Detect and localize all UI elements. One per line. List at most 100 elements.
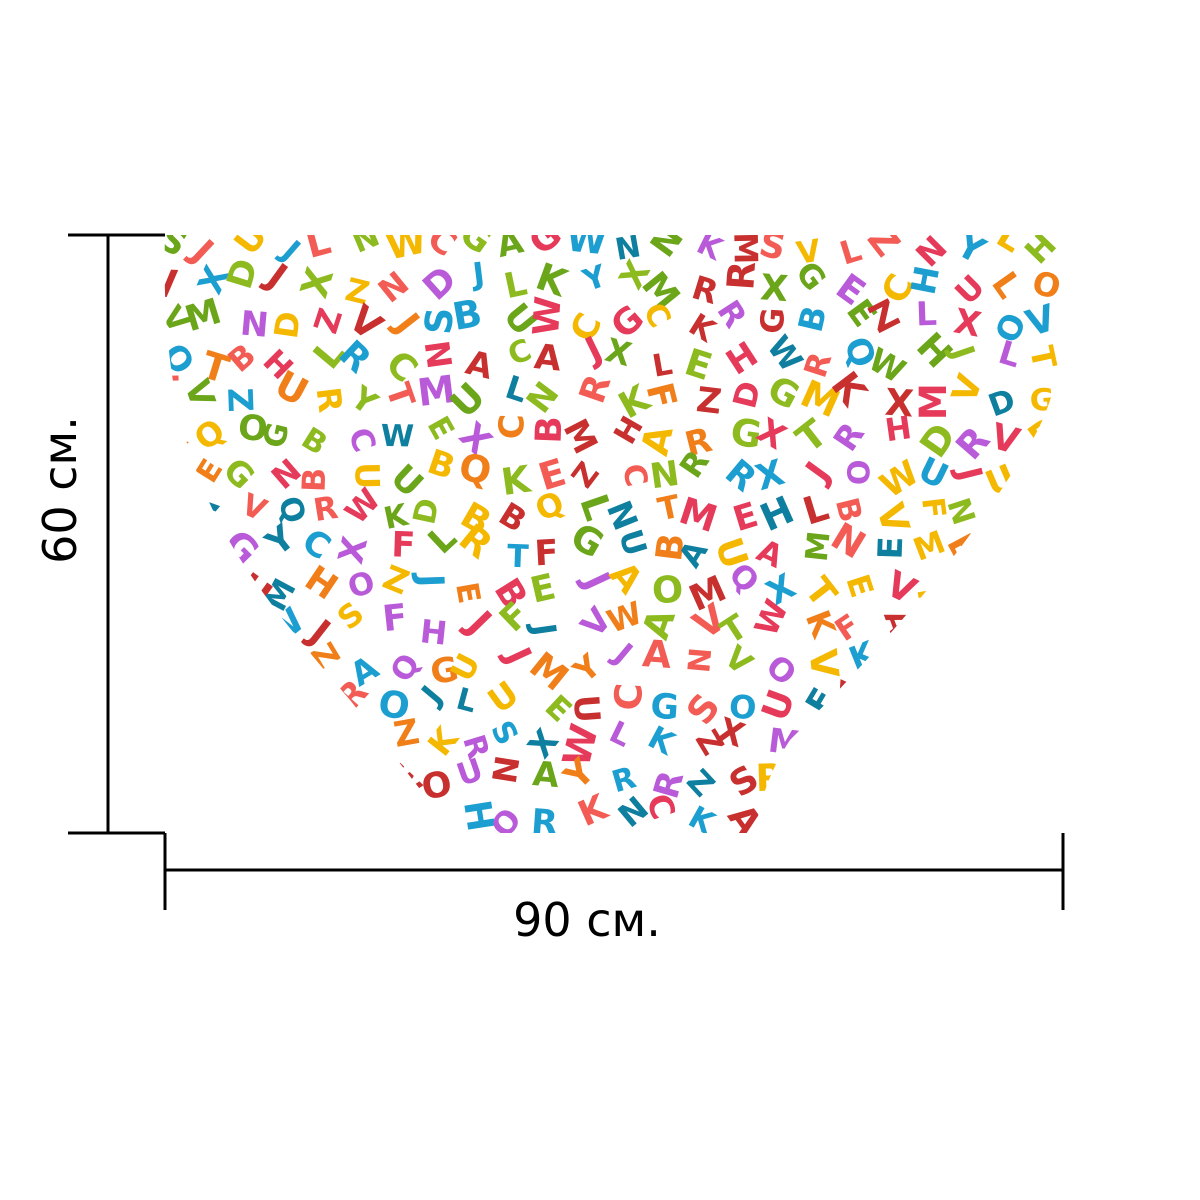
pattern-letter: V [794,234,823,272]
pattern-letter: Z [945,769,988,801]
pattern-letter: V [273,750,303,790]
pattern-letter: G [754,307,792,335]
pattern-letter: J [410,571,452,588]
pattern-letter: R [311,490,341,529]
pattern-letter: S [799,787,840,830]
pattern-letter: B [948,600,991,633]
pattern-letter: M [231,639,274,684]
pattern-letter: H [418,612,449,653]
pattern-letter: H [945,577,985,607]
pattern-letter: W [526,295,570,337]
pattern-letter: J [469,256,487,293]
pattern-letter: M [148,708,193,754]
pattern-letter: W [155,565,197,606]
pattern-letter: G [226,600,267,648]
pattern-letter: B [294,768,335,798]
pattern-letter: A [178,525,221,577]
pattern-letter: A [255,685,297,734]
pattern-letter: V [188,786,224,830]
pattern-letter: Y [254,791,299,827]
pattern-letter: S [259,637,302,687]
pattern-letter: A [532,337,563,380]
pattern-letter: X [1029,595,1066,638]
height-label: 60 см. [33,416,87,564]
heart-background [164,235,1066,833]
pattern-letter: G [728,409,765,457]
pattern-letter: G [427,649,461,692]
pattern-letter: C [912,713,958,762]
pattern-letter: N [682,646,719,674]
pattern-letter: T [154,369,179,410]
pattern-letter: W [216,679,267,729]
pattern-letter: V [1015,676,1068,728]
pattern-letter: Q [871,727,908,755]
pattern-letter: W [344,797,393,844]
pattern-letter: X [141,788,192,833]
pattern-letter: H [985,648,1032,689]
pattern-letter: M [872,675,923,726]
pattern-letter: M [800,529,838,563]
pattern-letter: C [946,710,992,756]
pattern-letter: C [606,682,651,712]
pattern-letter: J [155,595,182,639]
pattern-letter: W [564,216,608,263]
pattern-letter: R [755,755,786,800]
pattern-letter: A [641,631,673,677]
width-label: 90 см. [513,893,661,947]
pattern-letter: V [937,787,984,827]
pattern-letter: V [147,261,179,307]
pattern-letter: M [137,745,194,801]
pattern-letter: R [718,260,764,292]
pattern-letter: O [842,459,877,485]
pattern-letter: H [455,797,502,834]
pattern-letter: S [300,800,344,835]
pattern-letter: X [759,267,789,310]
pattern-letter: H [883,410,914,449]
pattern-letter: Z [908,796,950,831]
pattern-letter: D [376,786,426,829]
pattern-letter: G [334,722,371,749]
pattern-letter: U [347,462,386,490]
pattern-letter: W [554,720,607,771]
pattern-letter: C [492,413,533,440]
pattern-letter: G [872,758,916,800]
pattern-letter: X [884,381,915,426]
pattern-letter: Y [142,456,180,499]
pattern-letter: R [845,726,875,766]
pattern-letter: S [156,670,189,715]
pattern-letter: N [239,303,271,344]
pattern-letter: G [917,643,959,687]
pattern-letter: N [485,753,528,786]
pattern-letter: S [140,524,185,561]
pattern-letter: A [531,754,561,796]
pattern-letter: F [194,709,223,752]
pattern-letter: D [267,309,308,341]
width-dimension [163,833,1065,910]
pattern-letter: J [232,759,253,804]
pattern-letter: F [534,533,560,574]
pattern-letter: H [912,766,958,804]
pattern-letter: G [649,686,680,728]
pattern-letter: Z [694,380,724,423]
pattern-letter: B [647,531,693,564]
pattern-letter: B [529,415,571,444]
pattern-letter: O [375,681,413,728]
pattern-letter: M [726,232,765,265]
pattern-letter: B [295,467,333,493]
pattern-letter: O [236,408,270,451]
pattern-letter: B [991,762,1034,790]
pattern-letter: N [417,338,460,371]
pattern-letter: L [915,294,937,334]
pattern-letter: A [956,641,996,686]
pattern-letter: Z [218,797,261,845]
pattern-letter: X [1021,518,1054,563]
pattern-letter: V [977,563,1020,608]
pattern-letter: F [391,525,416,566]
pattern-letter: O [650,567,684,612]
pattern-letter: V [406,804,450,834]
pattern-letter: V [801,647,848,680]
pattern-letter: B [1030,499,1074,532]
pattern-letter: M [192,747,233,791]
pattern-letter: R [309,385,350,415]
